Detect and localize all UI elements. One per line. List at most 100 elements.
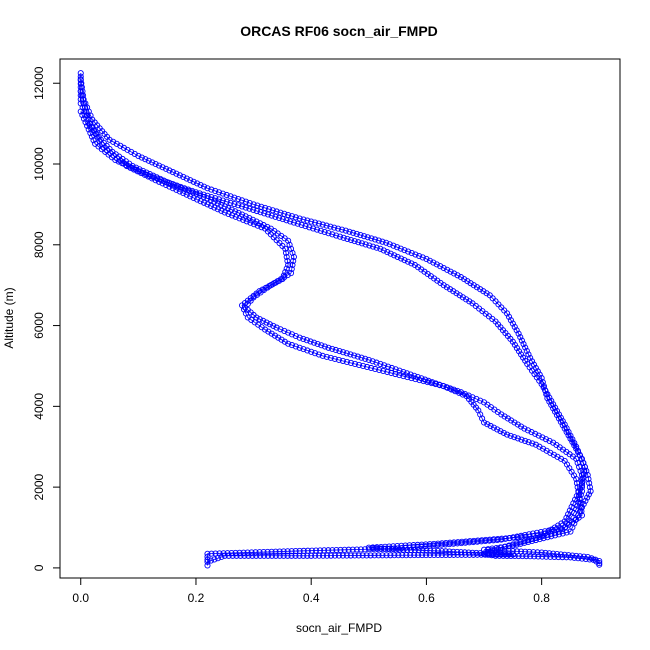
data-point xyxy=(240,549,247,556)
data-point xyxy=(365,356,372,363)
data-point xyxy=(288,342,296,349)
data-point xyxy=(325,547,332,554)
data-point xyxy=(452,388,459,395)
data-point xyxy=(218,207,225,214)
data-point xyxy=(88,133,95,140)
data-point xyxy=(208,193,215,201)
data-point xyxy=(404,374,411,381)
data-point xyxy=(456,292,463,299)
data-point xyxy=(261,552,268,559)
data-point xyxy=(283,265,290,272)
data-point xyxy=(551,553,558,560)
series-line xyxy=(80,73,583,566)
data-point xyxy=(565,511,572,518)
data-point xyxy=(379,238,386,245)
data-point xyxy=(231,201,238,208)
data-point xyxy=(392,546,399,553)
data-point xyxy=(416,377,423,384)
data-point xyxy=(447,286,454,293)
data-point xyxy=(361,233,368,240)
data-point xyxy=(177,183,184,190)
data-point xyxy=(351,238,358,245)
data-point xyxy=(542,387,549,394)
data-point xyxy=(596,557,603,565)
data-point xyxy=(228,206,235,213)
data-point xyxy=(308,218,315,225)
data-point xyxy=(522,437,529,444)
data-point xyxy=(578,455,585,462)
data-point xyxy=(569,436,576,443)
y-tick-label: 6000 xyxy=(32,312,46,339)
data-point xyxy=(498,535,505,542)
data-point xyxy=(575,489,582,496)
data-point xyxy=(578,508,585,515)
data-point xyxy=(268,330,275,337)
data-point xyxy=(296,552,303,559)
data-point xyxy=(279,276,286,283)
data-point xyxy=(395,552,402,559)
data-point xyxy=(329,547,336,554)
data-point xyxy=(412,251,419,258)
x-tick-label: 0.6 xyxy=(418,591,435,605)
data-point xyxy=(249,552,256,559)
data-point xyxy=(419,254,426,261)
data-point xyxy=(242,204,249,211)
data-point xyxy=(136,168,143,175)
data-point xyxy=(243,218,250,225)
data-point xyxy=(563,529,570,536)
data-point xyxy=(423,547,430,554)
data-point xyxy=(401,257,408,264)
data-point xyxy=(373,244,380,251)
data-point xyxy=(546,550,553,557)
data-point xyxy=(294,220,301,227)
data-point xyxy=(505,313,513,320)
data-point xyxy=(292,548,299,555)
data-point xyxy=(239,197,246,204)
data-point xyxy=(380,367,387,375)
data-point xyxy=(142,156,149,163)
data-point xyxy=(246,200,253,207)
data-point xyxy=(325,344,332,351)
data-point xyxy=(270,322,277,329)
data-point xyxy=(281,338,288,345)
data-point xyxy=(337,546,344,553)
data-point xyxy=(84,122,91,129)
data-point xyxy=(194,180,201,187)
data-point xyxy=(422,541,429,548)
data-point xyxy=(252,549,259,556)
data-point xyxy=(351,352,358,359)
data-point xyxy=(281,327,288,335)
data-point xyxy=(166,179,173,186)
data-point xyxy=(511,419,518,426)
data-point xyxy=(355,552,362,559)
data-point xyxy=(580,459,587,466)
data-point xyxy=(218,553,225,561)
data-point xyxy=(524,427,532,434)
data-point xyxy=(251,221,258,228)
data-point xyxy=(555,411,562,418)
data-marks xyxy=(77,70,603,569)
data-point xyxy=(392,366,399,373)
data-point xyxy=(368,235,375,242)
y-axis-label: Altitude (m) xyxy=(2,287,16,348)
data-point xyxy=(511,552,518,560)
data-point xyxy=(535,432,542,439)
data-point xyxy=(248,549,255,556)
data-point xyxy=(490,424,497,431)
data-point xyxy=(253,207,260,215)
data-point xyxy=(264,552,272,559)
data-point xyxy=(204,185,211,192)
data-point xyxy=(288,548,295,555)
data-point xyxy=(578,482,586,489)
data-point xyxy=(79,112,86,119)
data-point xyxy=(227,199,234,206)
data-point xyxy=(542,436,550,443)
data-point xyxy=(357,546,364,553)
data-point xyxy=(353,230,360,238)
data-point xyxy=(359,552,366,559)
data-point xyxy=(437,263,444,270)
data-point xyxy=(396,371,403,379)
data-point xyxy=(347,236,355,244)
data-point xyxy=(283,253,290,260)
data-point xyxy=(279,216,286,223)
